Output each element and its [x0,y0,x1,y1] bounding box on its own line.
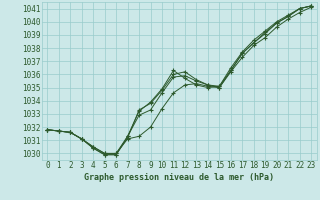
X-axis label: Graphe pression niveau de la mer (hPa): Graphe pression niveau de la mer (hPa) [84,173,274,182]
